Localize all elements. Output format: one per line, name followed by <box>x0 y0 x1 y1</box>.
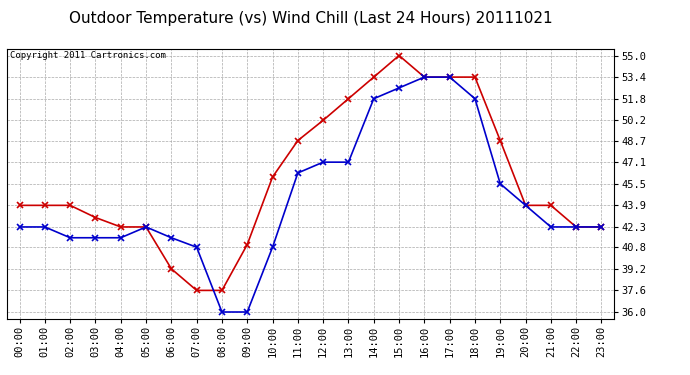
Text: Copyright 2011 Cartronics.com: Copyright 2011 Cartronics.com <box>10 51 166 60</box>
Text: Outdoor Temperature (vs) Wind Chill (Last 24 Hours) 20111021: Outdoor Temperature (vs) Wind Chill (Las… <box>69 11 552 26</box>
